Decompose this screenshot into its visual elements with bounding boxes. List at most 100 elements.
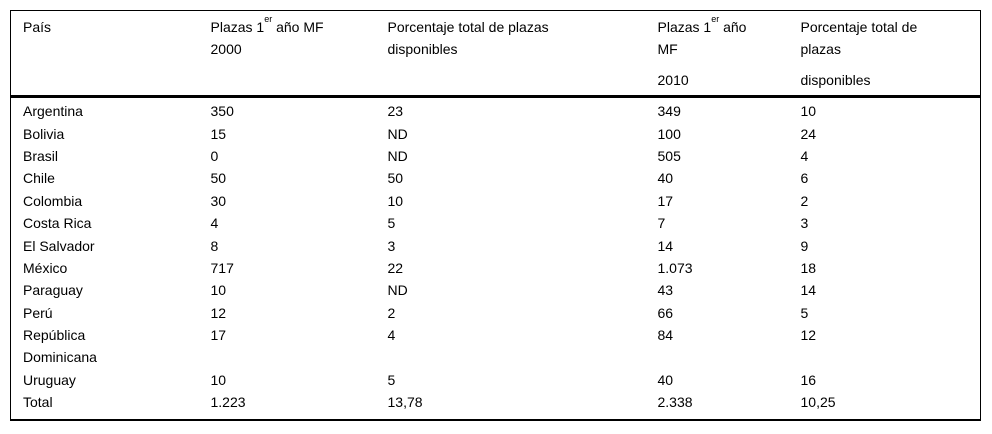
cell-pct-2010: 4 bbox=[800, 147, 809, 164]
header-line: Porcentaje total de bbox=[800, 19, 918, 35]
header-line: MF bbox=[657, 41, 678, 58]
cell-plazas-2000: 10 bbox=[210, 282, 227, 299]
cell-plazas-2000: 50 bbox=[210, 170, 227, 187]
cell-pais: Costa Rica bbox=[23, 215, 92, 232]
header-line: 2000 bbox=[210, 41, 242, 58]
table-row: El Salvador 8 3 14 9 bbox=[11, 235, 981, 257]
cell-pais: El Salvador bbox=[23, 237, 95, 254]
cell-pct-2010: 3 bbox=[800, 215, 809, 232]
cell-plazas-2000: 17 bbox=[210, 327, 227, 344]
cell-plazas-2010: 66 bbox=[657, 304, 674, 321]
cell-pct-2010: 12 bbox=[800, 327, 817, 344]
table-row: Bolivia 15 ND 100 24 bbox=[11, 123, 981, 145]
table-row: Paraguay 10 ND 43 14 bbox=[11, 279, 981, 301]
cell-pct-2000: ND bbox=[387, 125, 408, 142]
cell-plazas-2000: 8 bbox=[210, 237, 219, 254]
header-text-segment: año MF bbox=[272, 19, 324, 35]
header-line: disponibles bbox=[800, 71, 871, 88]
cell-pct-2000: 5 bbox=[387, 215, 396, 232]
cell-pct-2000: 4 bbox=[387, 327, 396, 344]
cell-plazas-2010: 84 bbox=[657, 327, 674, 344]
header-text-segment: año bbox=[719, 19, 747, 35]
cell-plazas-2010: 17 bbox=[657, 192, 674, 209]
cell-plazas-2010: 2.338 bbox=[657, 394, 693, 411]
cell-plazas-2000: 4 bbox=[210, 215, 219, 232]
cell-pct-2000: 13,78 bbox=[387, 394, 423, 411]
cell-pct-2010: 16 bbox=[800, 371, 817, 388]
cell-pct-2010: 9 bbox=[800, 237, 809, 254]
table-body: Argentina 350 23 349 10 Bolivia 15 ND 10… bbox=[11, 97, 981, 420]
table-row: Argentina 350 23 349 10 bbox=[11, 97, 981, 123]
cell-pct-2000: ND bbox=[387, 147, 408, 164]
header-line: Porcentaje total de plazas bbox=[387, 19, 549, 35]
table-row: Costa Rica 4 5 7 3 bbox=[11, 212, 981, 234]
cell-pais: Argentina bbox=[23, 103, 83, 120]
table-row: República Dominicana 17 4 84 12 bbox=[11, 324, 981, 369]
cell-pais: Perú bbox=[23, 304, 53, 321]
cell-plazas-2010: 349 bbox=[657, 103, 681, 120]
cell-pais: Chile bbox=[23, 170, 55, 187]
cell-pct-2000: 50 bbox=[387, 170, 404, 187]
header-text-segment: Plazas 1 bbox=[657, 19, 712, 35]
cell-pct-2010: 24 bbox=[800, 125, 817, 142]
cell-pct-2010: 18 bbox=[800, 259, 817, 276]
cell-pais: México bbox=[23, 259, 68, 276]
cell-plazas-2000: 717 bbox=[210, 259, 234, 276]
cell-plazas-2000: 30 bbox=[210, 192, 227, 209]
cell-pct-2000: 5 bbox=[387, 371, 396, 388]
header-line: disponibles bbox=[387, 41, 458, 58]
col-header-plazas-2010: Plazas 1er año MF 2010 bbox=[657, 10, 801, 99]
cell-pct-2010: 6 bbox=[800, 170, 809, 187]
cell-plazas-2010: 40 bbox=[657, 371, 674, 388]
cell-pct-2000: 2 bbox=[387, 304, 396, 321]
table-row: Perú 12 2 66 5 bbox=[11, 302, 981, 324]
table-row: Brasil 0 ND 505 4 bbox=[11, 145, 981, 167]
cell-plazas-2000: 12 bbox=[210, 304, 227, 321]
header-line: Plazas 1er año MF bbox=[210, 14, 384, 38]
header-line: Plazas 1er año bbox=[657, 14, 797, 38]
cell-pais: Total bbox=[23, 394, 53, 411]
table-row: Total 1.223 13,78 2.338 10,25 bbox=[11, 391, 981, 419]
cell-pct-2000: 22 bbox=[387, 259, 404, 276]
header-line: plazas bbox=[800, 41, 841, 58]
table-row: Chile 50 50 40 6 bbox=[11, 167, 981, 189]
cell-plazas-2000: 10 bbox=[210, 371, 227, 388]
cell-pais: Bolivia bbox=[23, 125, 65, 142]
cell-plazas-2010: 40 bbox=[657, 170, 674, 187]
cell-plazas-2000: 0 bbox=[210, 147, 219, 164]
cell-pct-2010: 14 bbox=[800, 282, 817, 299]
col-header-plazas-2000: Plazas 1er año MF 2000 bbox=[210, 10, 388, 99]
cell-pct-2010: 10 bbox=[800, 103, 817, 120]
header-row: País Plazas 1er año MF 2000 Porcentaje t… bbox=[10, 10, 981, 99]
cell-plazas-2000: 15 bbox=[210, 125, 227, 142]
cell-pais: Colombia bbox=[23, 192, 83, 209]
table-row: Colombia 30 10 17 2 bbox=[11, 190, 981, 212]
cell-plazas-2000: 350 bbox=[210, 103, 234, 120]
ordinal-superscript: er bbox=[264, 14, 273, 25]
table-header: País Plazas 1er año MF 2000 Porcentaje t… bbox=[10, 10, 981, 99]
col-header-pct-2010: Porcentaje total de plazas disponibles bbox=[800, 10, 981, 99]
cell-plazas-2010: 14 bbox=[657, 237, 674, 254]
cell-plazas-2010: 43 bbox=[657, 282, 674, 299]
cell-plazas-2010: 7 bbox=[657, 215, 666, 232]
col-header-pct-2000: Porcentaje total de plazas disponibles bbox=[387, 10, 658, 99]
cell-pct-2000: 10 bbox=[387, 192, 404, 209]
cell-pct-2000: 23 bbox=[387, 103, 404, 120]
cell-pct-2000: 3 bbox=[387, 237, 396, 254]
cell-pais: República Dominicana bbox=[23, 327, 97, 366]
cell-pais: Brasil bbox=[23, 147, 59, 164]
cell-pct-2010: 10,25 bbox=[800, 394, 836, 411]
table-row: México 717 22 1.073 18 bbox=[11, 257, 981, 279]
data-table: País Plazas 1er año MF 2000 Porcentaje t… bbox=[10, 10, 981, 421]
cell-plazas-2000: 1.223 bbox=[210, 394, 246, 411]
cell-plazas-2010: 1.073 bbox=[657, 259, 693, 276]
cell-pct-2010: 2 bbox=[800, 192, 809, 209]
cell-pais: Uruguay bbox=[23, 371, 76, 388]
table-row: Uruguay 10 5 40 16 bbox=[11, 369, 981, 391]
ordinal-superscript: er bbox=[711, 14, 720, 25]
cell-plazas-2010: 505 bbox=[657, 147, 681, 164]
cell-plazas-2010: 100 bbox=[657, 125, 681, 142]
header-text-segment: Plazas 1 bbox=[210, 19, 265, 35]
cell-pais: Paraguay bbox=[23, 282, 83, 299]
